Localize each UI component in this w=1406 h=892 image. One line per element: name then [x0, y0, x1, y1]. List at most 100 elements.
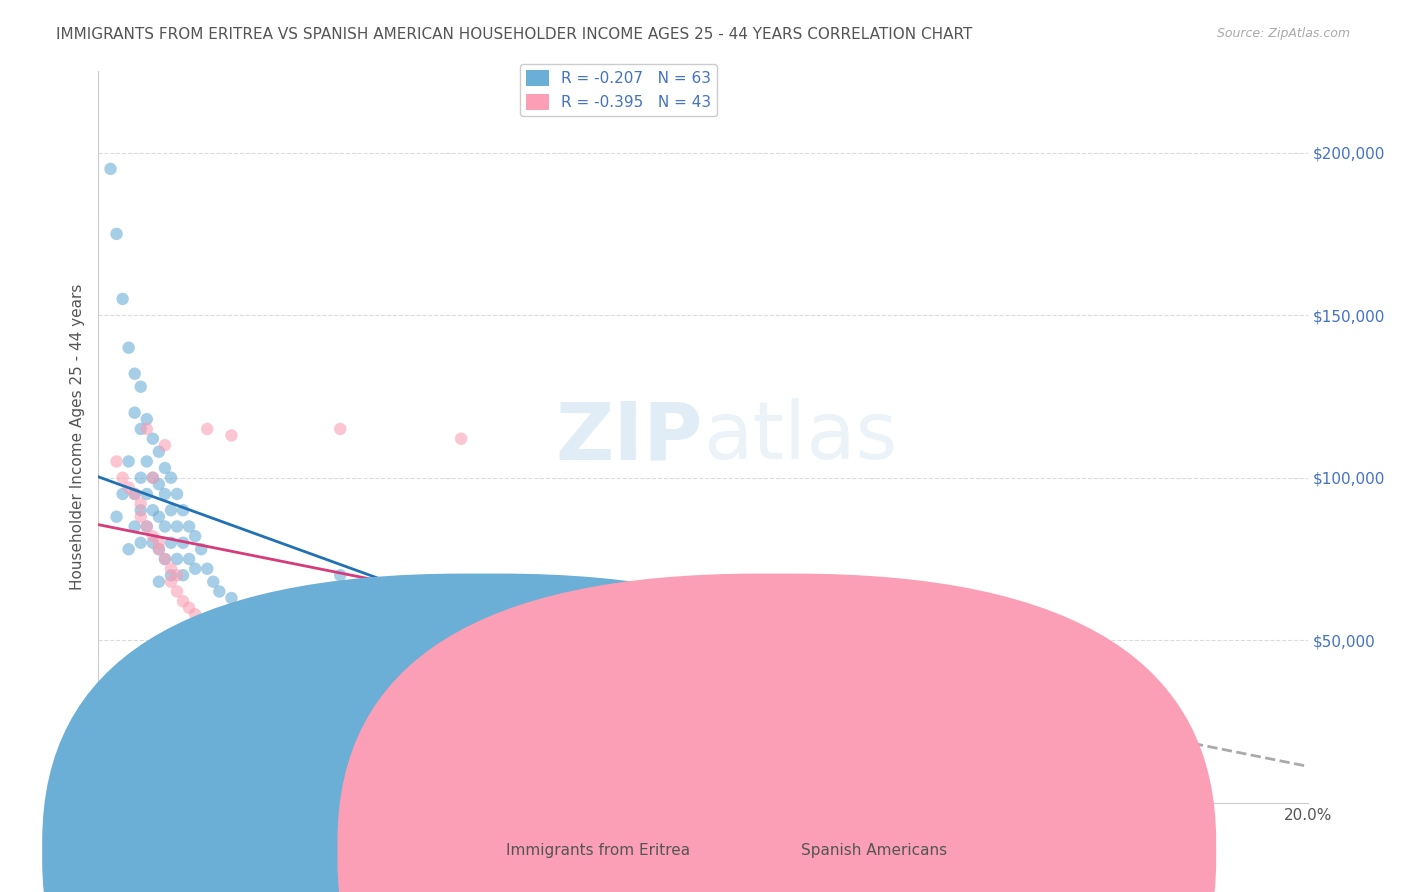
Point — [129, 497, 152, 511]
Point — [160, 562, 183, 576]
Point — [100, 161, 122, 176]
Point — [129, 380, 152, 394]
Text: Source: ZipAtlas.com: Source: ZipAtlas.com — [1216, 27, 1350, 40]
Point — [172, 594, 194, 608]
Point — [160, 535, 183, 549]
Point — [148, 542, 170, 557]
Point — [148, 542, 170, 557]
Point — [208, 617, 231, 632]
Point — [329, 422, 352, 436]
Point — [179, 519, 201, 533]
Point — [105, 227, 128, 241]
Point — [329, 568, 352, 582]
Point — [153, 519, 176, 533]
Point — [142, 432, 165, 446]
Point — [256, 617, 278, 632]
Point — [692, 681, 714, 696]
Point — [195, 562, 218, 576]
Point — [148, 509, 170, 524]
Point — [124, 519, 146, 533]
Point — [142, 529, 165, 543]
Point — [129, 535, 152, 549]
Point — [166, 487, 188, 501]
Point — [232, 600, 254, 615]
Point — [153, 461, 176, 475]
Point — [124, 487, 146, 501]
Point — [166, 552, 188, 566]
Point — [142, 471, 165, 485]
Point — [166, 568, 188, 582]
Text: IMMIGRANTS FROM ERITREA VS SPANISH AMERICAN HOUSEHOLDER INCOME AGES 25 - 44 YEAR: IMMIGRANTS FROM ERITREA VS SPANISH AMERI… — [56, 27, 973, 42]
Legend: R = -0.207   N = 63, R = -0.395   N = 43: R = -0.207 N = 63, R = -0.395 N = 43 — [520, 64, 717, 116]
Point — [153, 552, 176, 566]
Point — [202, 574, 225, 589]
Point — [142, 535, 165, 549]
Point — [172, 535, 194, 549]
Point — [124, 406, 146, 420]
Point — [148, 535, 170, 549]
Point — [148, 477, 170, 491]
Point — [166, 519, 188, 533]
Point — [172, 503, 194, 517]
Point — [153, 487, 176, 501]
Point — [105, 454, 128, 468]
Point — [184, 529, 207, 543]
Point — [129, 471, 152, 485]
Point — [105, 509, 128, 524]
Point — [269, 624, 291, 638]
Point — [1115, 701, 1137, 715]
Point — [269, 640, 291, 654]
Point — [135, 422, 157, 436]
Point — [221, 591, 243, 605]
Point — [571, 673, 593, 687]
Point — [129, 503, 152, 517]
Point — [179, 600, 201, 615]
Point — [179, 552, 201, 566]
Point — [184, 562, 207, 576]
Point — [184, 607, 207, 622]
Point — [111, 471, 134, 485]
Point — [148, 444, 170, 458]
Point — [450, 432, 472, 446]
Text: Spanish Americans: Spanish Americans — [801, 844, 948, 858]
Point — [129, 422, 152, 436]
Point — [166, 584, 188, 599]
Point — [118, 542, 141, 557]
Point — [142, 503, 165, 517]
Text: atlas: atlas — [703, 398, 897, 476]
Point — [160, 568, 183, 582]
Point — [195, 422, 218, 436]
Point — [1024, 691, 1046, 706]
Point — [245, 610, 267, 624]
Point — [142, 471, 165, 485]
Point — [118, 341, 141, 355]
Point — [153, 438, 176, 452]
Point — [873, 689, 896, 703]
Point — [111, 292, 134, 306]
Point — [389, 640, 412, 654]
Point — [1085, 698, 1108, 713]
Point — [118, 454, 141, 468]
Point — [631, 679, 654, 693]
Point — [148, 574, 170, 589]
Point — [111, 487, 134, 501]
Point — [239, 626, 262, 640]
Point — [129, 509, 152, 524]
Text: Immigrants from Eritrea: Immigrants from Eritrea — [506, 844, 690, 858]
Point — [299, 633, 322, 648]
Point — [692, 649, 714, 664]
Point — [160, 471, 183, 485]
Point — [299, 646, 322, 660]
Point — [994, 633, 1017, 648]
Point — [190, 542, 212, 557]
Point — [360, 653, 382, 667]
Point — [118, 480, 141, 494]
Point — [510, 617, 533, 632]
Point — [752, 685, 775, 699]
Point — [510, 643, 533, 657]
Point — [160, 503, 183, 517]
Text: ZIP: ZIP — [555, 398, 703, 476]
Point — [994, 659, 1017, 673]
Point — [389, 659, 412, 673]
Point — [221, 428, 243, 442]
